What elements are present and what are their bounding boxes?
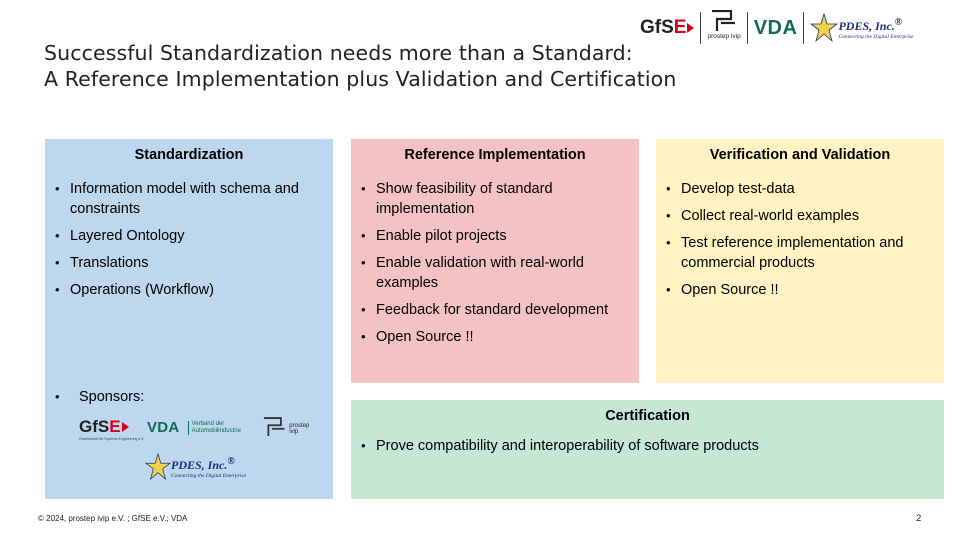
list-item: Information model with schema and constr… [55, 179, 321, 219]
page-number: 2 [916, 513, 922, 524]
gfse-logo: GfS E [640, 10, 695, 46]
list-item: Enable pilot projects [361, 226, 627, 246]
title-line-2: A Reference Implementation plus Validati… [44, 67, 677, 91]
list-item: Prove compatibility and interoperability… [361, 436, 932, 456]
logo-divider [803, 12, 805, 44]
standardization-list: Information model with schema and constr… [45, 179, 333, 300]
sponsor-logos: GfSE Gesellschaft für Systems Engineerin… [69, 417, 319, 487]
slide-title: Successful Standardization needs more th… [44, 40, 676, 92]
list-item: Layered Ontology [55, 226, 321, 246]
list-item: Collect real-world examples [666, 206, 932, 226]
list-item: Enable validation with real-world exampl… [361, 253, 627, 293]
list-item: Develop test-data [666, 179, 932, 199]
standardization-heading: Standardization [134, 147, 244, 163]
verification-validation-list: Develop test-data Collect real-world exa… [656, 179, 944, 300]
sponsor-pdes-logo: PDES, Inc.® Connecting the Digital Enter… [145, 453, 246, 481]
certification-list: Prove compatibility and interoperability… [351, 436, 944, 456]
verification-validation-box: Verification and Validation Develop test… [656, 139, 944, 383]
footer-copyright: © 2024, prostep ivip e.V. ; GfSE e.V.; V… [38, 514, 188, 523]
arrow-icon [121, 422, 129, 432]
list-item: Show feasibility of standard implementat… [361, 179, 627, 219]
pdes-logo: PDES, Inc.® Connecting the Digital Enter… [810, 10, 913, 46]
prostep-logo: prostep ivip [707, 10, 741, 46]
partner-logos: GfS E prostep ivip VDA PDES, Inc.® Connec… [640, 10, 913, 46]
reference-implementation-box: Reference Implementation Show feasibilit… [351, 139, 639, 383]
certification-heading: Certification [605, 408, 690, 424]
list-item: Operations (Workflow) [55, 280, 321, 300]
list-item: Open Source !! [666, 280, 932, 300]
certification-box: Certification Prove compatibility and in… [351, 400, 944, 499]
pdes-star-icon [810, 13, 839, 43]
sponsor-vda-logo: VDA Verband der Automobilindustrie [147, 419, 241, 436]
logo-divider [700, 12, 702, 44]
prostep-mark-icon [263, 417, 285, 436]
verification-validation-heading: Verification and Validation [709, 147, 891, 163]
sponsors-label: Sponsors: [55, 389, 144, 405]
vda-logo: VDA [753, 16, 798, 39]
title-line-1: Successful Standardization needs more th… [44, 41, 633, 65]
list-item: Feedback for standard development [361, 300, 627, 320]
standardization-box: Standardization Information model with s… [45, 139, 333, 499]
list-item: Translations [55, 253, 321, 273]
reference-implementation-heading: Reference Implementation [404, 147, 586, 163]
prostep-mark-icon [712, 10, 736, 31]
list-item: Test reference implementation and commer… [666, 233, 932, 273]
list-item: Open Source !! [361, 327, 627, 347]
logo-divider [746, 12, 748, 44]
arrow-icon [687, 23, 695, 33]
reference-implementation-list: Show feasibility of standard implementat… [351, 179, 639, 347]
pdes-star-icon [145, 453, 171, 481]
sponsor-prostep-logo: prostep ivip [263, 417, 319, 437]
sponsor-gfse-logo: GfSE Gesellschaft für Systems Engineerin… [79, 417, 145, 441]
